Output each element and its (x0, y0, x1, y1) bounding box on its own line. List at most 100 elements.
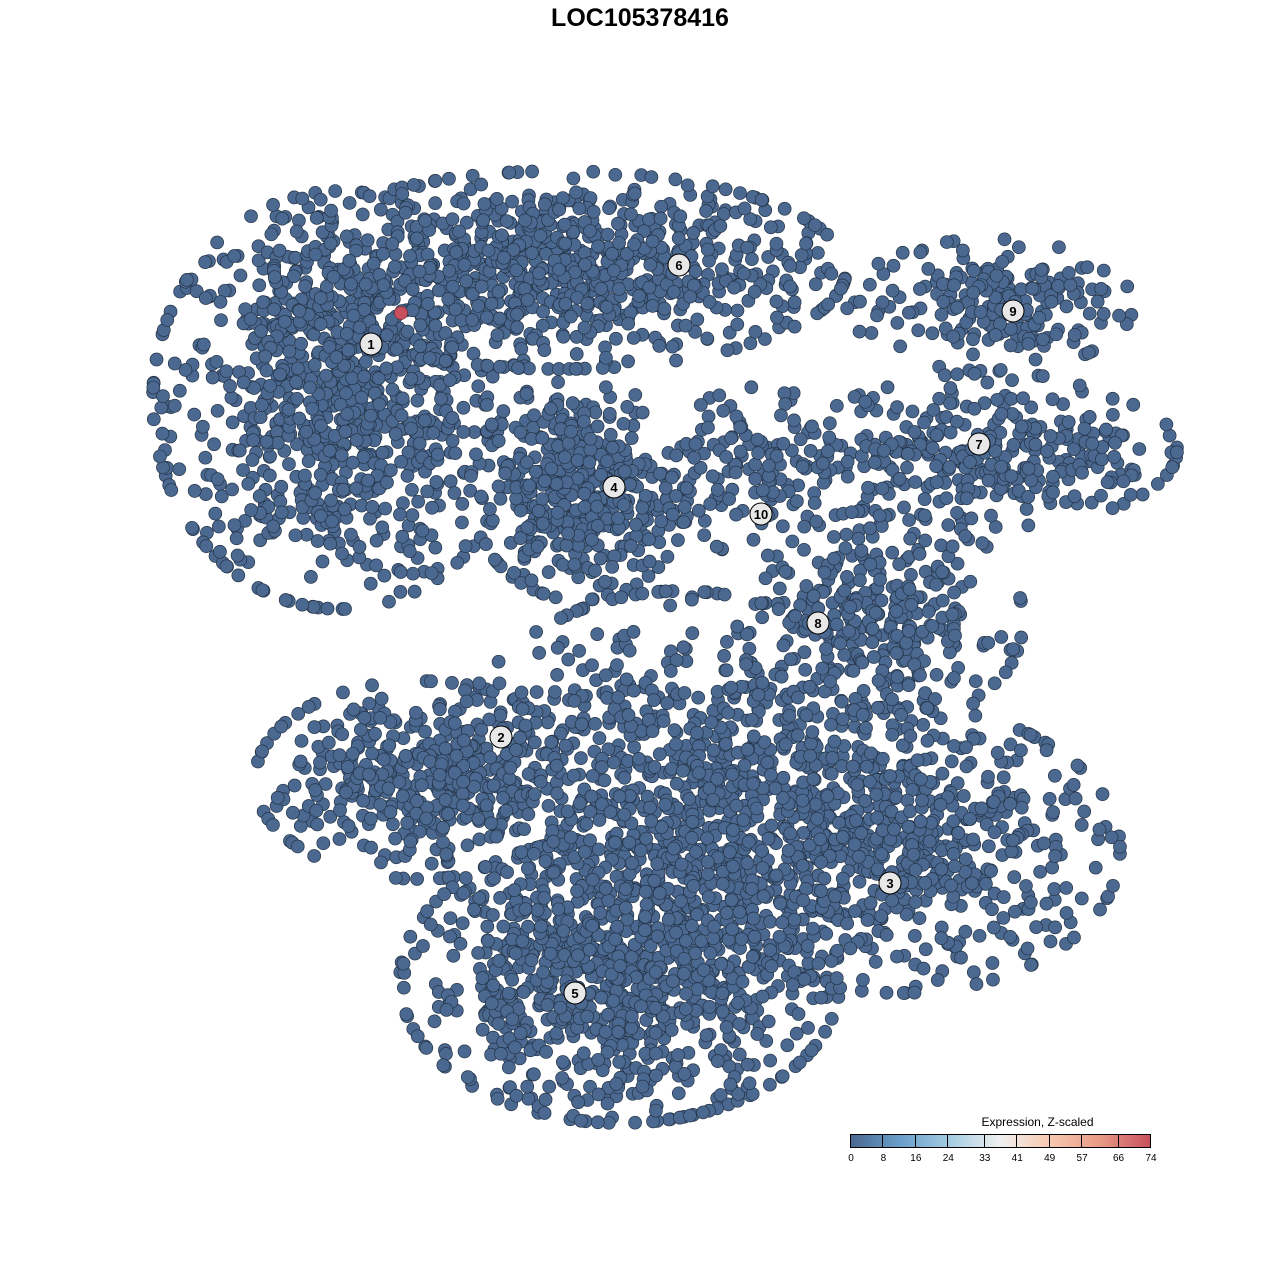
data-point (700, 242, 715, 257)
data-point (424, 674, 438, 689)
data-point (718, 182, 733, 197)
data-point (501, 1060, 516, 1075)
data-point (298, 468, 312, 483)
data-point (901, 624, 916, 638)
data-point (264, 227, 279, 242)
data-point (325, 514, 339, 529)
data-point (236, 463, 250, 477)
data-point (732, 1017, 747, 1031)
data-point (406, 178, 421, 192)
data-point (998, 665, 1013, 680)
data-point (501, 986, 516, 1001)
data-point (1014, 630, 1029, 645)
data-point (598, 1025, 613, 1039)
data-point (535, 492, 550, 506)
data-point (590, 1115, 605, 1130)
data-point (948, 628, 962, 643)
data-point (787, 912, 802, 927)
chart-title: LOC105378416 (551, 4, 729, 32)
data-point (561, 526, 576, 541)
data-point (763, 1077, 777, 1092)
data-point (402, 544, 417, 559)
data-point (225, 482, 239, 497)
data-point (535, 516, 550, 531)
data-point (214, 489, 229, 504)
data-point (371, 371, 386, 386)
data-point (558, 450, 572, 465)
data-point (486, 978, 501, 993)
data-point (755, 483, 770, 498)
data-point (513, 425, 528, 440)
data-point (332, 748, 347, 762)
data-point (713, 219, 728, 233)
data-point (292, 411, 307, 426)
data-point (497, 250, 511, 265)
data-point (635, 1079, 650, 1094)
data-point (946, 329, 961, 344)
data-point (458, 539, 473, 553)
data-point (349, 433, 364, 447)
data-point (574, 751, 588, 765)
data-point (624, 1009, 639, 1024)
data-point (315, 554, 330, 569)
data-point (485, 513, 500, 528)
data-point (754, 192, 769, 207)
data-point (1037, 836, 1051, 851)
data-point (649, 1068, 663, 1083)
data-point (1094, 282, 1108, 296)
data-point (617, 464, 632, 479)
data-point (1011, 240, 1026, 255)
data-point (642, 532, 656, 547)
data-point (336, 482, 351, 497)
data-point (314, 419, 328, 433)
data-point (486, 778, 501, 793)
data-point (598, 574, 612, 589)
data-point (394, 408, 409, 423)
data-point (428, 318, 443, 333)
data-point (988, 328, 1003, 342)
data-point (699, 204, 713, 218)
data-point (696, 1105, 710, 1120)
data-point (942, 460, 957, 474)
data-point (401, 445, 416, 460)
data-point (385, 237, 400, 251)
data-point (382, 738, 397, 753)
data-point (577, 486, 592, 501)
data-point (806, 589, 821, 603)
data-point (322, 443, 337, 458)
data-point (484, 417, 499, 432)
data-point (509, 263, 524, 278)
data-point (719, 450, 734, 464)
data-point (913, 282, 927, 296)
data-point (929, 667, 944, 682)
data-point (673, 209, 688, 224)
data-point (357, 710, 372, 725)
data-point (968, 674, 983, 689)
data-point (1106, 407, 1120, 422)
data-point (417, 413, 432, 428)
data-point (701, 420, 715, 435)
data-point (262, 468, 277, 483)
data-point (541, 565, 556, 579)
data-point (893, 339, 908, 354)
data-point (292, 303, 307, 318)
data-point (1077, 804, 1092, 819)
data-point (799, 236, 813, 251)
data-point (751, 446, 765, 460)
data-point (396, 980, 411, 995)
data-point (1075, 465, 1089, 480)
data-point (308, 783, 323, 797)
data-point (1067, 328, 1082, 342)
data-point (1107, 450, 1122, 464)
data-point (609, 1077, 624, 1091)
data-point (994, 459, 1009, 474)
data-point (374, 691, 389, 706)
data-point (963, 455, 977, 469)
data-point (290, 437, 304, 452)
data-point (465, 168, 480, 183)
data-point (1116, 474, 1131, 489)
data-point (680, 178, 695, 193)
data-point (287, 778, 302, 793)
data-point (1046, 805, 1060, 819)
data-point (713, 1088, 728, 1102)
